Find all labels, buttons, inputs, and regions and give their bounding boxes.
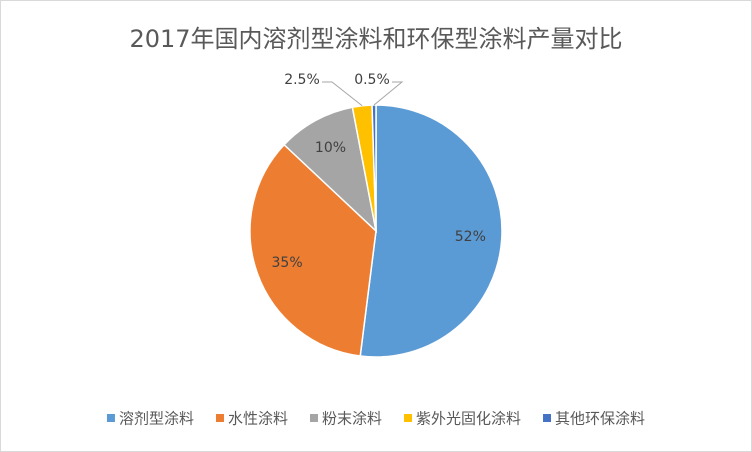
- legend-label: 其他环保涂料: [555, 410, 645, 428]
- data-label: 10%: [315, 140, 346, 156]
- legend-label: 紫外光固化涂料: [416, 410, 521, 428]
- legend-swatch: [215, 414, 224, 422]
- pie-slice: [359, 104, 503, 358]
- pie-slice: [249, 143, 377, 357]
- legend-swatch: [404, 414, 413, 422]
- legend-label: 溶剂型涂料: [119, 410, 194, 428]
- legend-label: 粉末涂料: [322, 410, 382, 428]
- data-label: 0.5%: [354, 72, 390, 88]
- legend-swatch: [106, 414, 115, 422]
- leader-line: [322, 81, 363, 107]
- leader-line: [373, 81, 404, 106]
- pie-slice: [283, 106, 378, 234]
- legend-label: 水性涂料: [228, 410, 288, 428]
- data-label: 35%: [272, 255, 303, 271]
- legend-swatch: [543, 414, 552, 422]
- chart-title: 2017年国内溶剂型涂料和环保型涂料产量对比: [129, 25, 622, 53]
- pie-slice: [371, 104, 377, 232]
- data-label: 52%: [455, 229, 486, 245]
- data-label: 2.5%: [284, 72, 320, 88]
- legend-swatch: [309, 414, 318, 422]
